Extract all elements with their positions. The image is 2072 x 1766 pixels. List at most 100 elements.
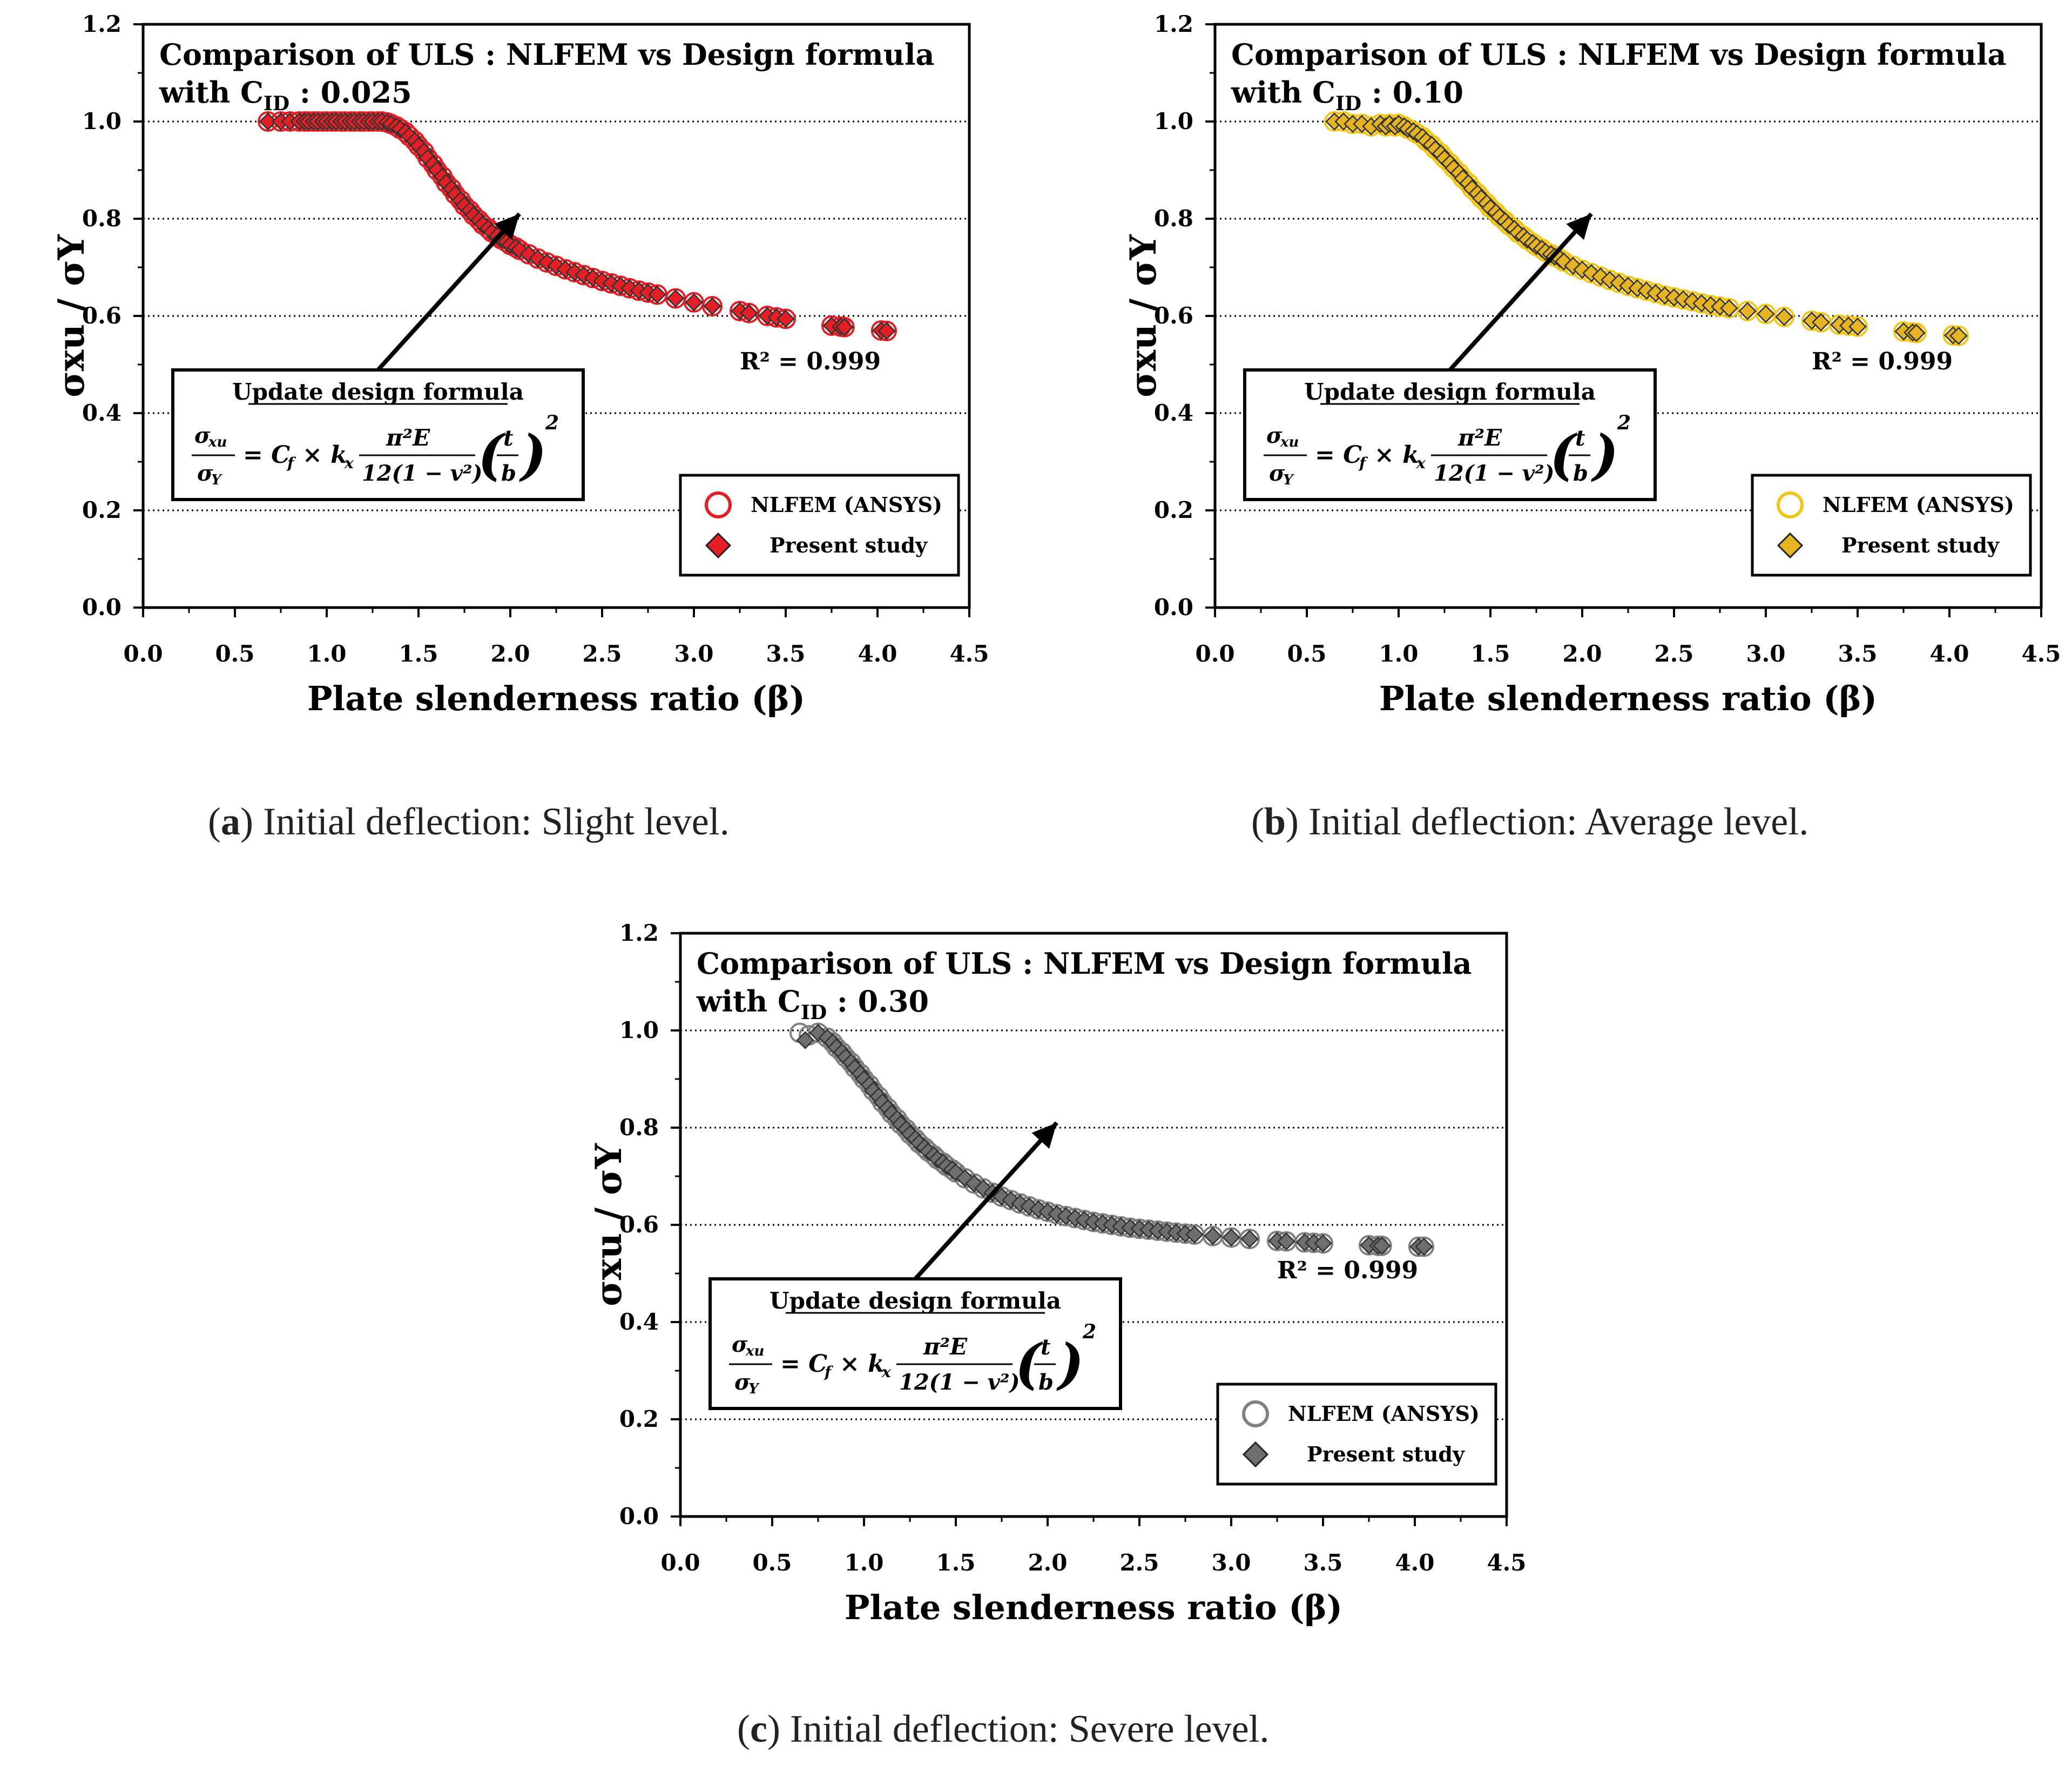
chart-title-line2: with CID : 0.30 bbox=[696, 984, 929, 1024]
formula-sub-xu: xu bbox=[208, 434, 227, 450]
formula-times-kx: × k bbox=[302, 441, 347, 469]
x-tick-label: 0.5 bbox=[215, 641, 254, 667]
present-study-point bbox=[1415, 1237, 1433, 1256]
x-tick-label: 4.0 bbox=[858, 641, 897, 667]
legend-marker-nlfem bbox=[1777, 491, 1804, 518]
x-tick-label: 2.5 bbox=[1654, 641, 1693, 667]
present-study-point bbox=[777, 309, 795, 328]
annotation-arrowhead bbox=[494, 214, 519, 240]
chart-panel-a: 0.0 0.2 0.4 0.6 0.8 1.0 1.2 0.0 0.5 1.0 1.5 2.0 2.5 3… bbox=[50, 11, 989, 718]
formula-title: Update design formula bbox=[232, 379, 524, 405]
formula-equals-cf: = C bbox=[1315, 441, 1362, 469]
present-study-point bbox=[740, 304, 758, 322]
formula-sigma-xu: σ bbox=[1266, 423, 1283, 448]
present-study-point bbox=[1277, 1232, 1295, 1251]
x-tick-label: 4.0 bbox=[1395, 1549, 1434, 1576]
legend-marker-present bbox=[1242, 1441, 1269, 1468]
formula-denominator: 12(1 − v²) bbox=[1434, 461, 1554, 486]
legend-marker-nlfem bbox=[705, 491, 732, 518]
x-tick-label: 1.5 bbox=[936, 1549, 975, 1576]
formula-title: Update design formula bbox=[1304, 379, 1596, 405]
formula-t: t bbox=[503, 426, 514, 451]
formula-numerator: π²E bbox=[1457, 424, 1502, 451]
present-study-point bbox=[878, 322, 896, 340]
x-tick-label: 3.0 bbox=[674, 641, 713, 667]
present-study-point bbox=[1775, 308, 1793, 326]
x-tick-label: 1.5 bbox=[399, 641, 438, 667]
present-study-point bbox=[1314, 1234, 1332, 1252]
x-tick-label: 2.0 bbox=[1562, 641, 1602, 667]
present-study-point bbox=[1204, 1226, 1222, 1245]
present-study-point bbox=[835, 318, 854, 336]
y-tick-label: 0.6 bbox=[1154, 302, 1193, 329]
nlfem-point bbox=[1774, 306, 1794, 327]
formula-exponent: 2 bbox=[1082, 1320, 1096, 1343]
present-study-point bbox=[1757, 305, 1775, 323]
x-tick-label: 0.0 bbox=[123, 641, 163, 667]
legend-marker-nlfem bbox=[1242, 1400, 1269, 1427]
y-axis-label: σxu / σY bbox=[588, 1143, 630, 1306]
y-axis-label: σxu / σY bbox=[1122, 234, 1164, 397]
formula-sub-y: Y bbox=[1283, 472, 1294, 488]
present-study-point bbox=[1907, 323, 1926, 342]
y-tick-label: 1.0 bbox=[619, 1017, 659, 1043]
legend-label-nlfem: NLFEM (ANSYS) bbox=[1823, 493, 2014, 517]
formula-sigma-xu: σ bbox=[732, 1332, 748, 1357]
x-tick-label: 4.5 bbox=[949, 641, 989, 667]
legend-label-present: Present study bbox=[1307, 1442, 1465, 1466]
legend-marker-present bbox=[705, 532, 732, 559]
chart-title-line2: with CID : 0.025 bbox=[159, 75, 412, 115]
formula-exponent: 2 bbox=[545, 412, 559, 434]
present-study-point bbox=[648, 285, 666, 304]
present-study-point bbox=[1848, 318, 1867, 336]
y-axis-label: σxu / σY bbox=[50, 234, 92, 397]
legend-label-present: Present study bbox=[1841, 533, 2000, 557]
present-study-point bbox=[259, 112, 277, 131]
legend-box bbox=[679, 474, 960, 577]
chart-title-line1: Comparison of ULS : NLFEM vs Design form… bbox=[159, 37, 934, 72]
formula-box bbox=[708, 1277, 1122, 1410]
y-tick-label: 0.2 bbox=[619, 1406, 659, 1432]
formula-t: t bbox=[1575, 426, 1585, 451]
formula-box bbox=[1243, 368, 1657, 501]
formula-exponent: 2 bbox=[1617, 412, 1631, 434]
x-tick-label: 1.0 bbox=[307, 641, 346, 667]
formula-sub-xu: xu bbox=[1280, 434, 1299, 450]
formula-times-kx: × k bbox=[840, 1350, 885, 1378]
caption-b: (b) Initial deflection: Average level. bbox=[1251, 800, 1809, 843]
formula-sigma-y: σ bbox=[1269, 461, 1285, 486]
formula-paren-close: ) bbox=[1591, 423, 1618, 487]
y-tick-label: 0.0 bbox=[1154, 594, 1193, 621]
y-tick-label: 1.2 bbox=[82, 11, 122, 37]
x-tick-label: 2.0 bbox=[490, 641, 530, 667]
formula-denominator: 12(1 − v²) bbox=[362, 461, 482, 486]
formula-sigma-y: σ bbox=[197, 461, 213, 486]
formula-sub-xu: xu bbox=[745, 1343, 764, 1359]
x-axis-label: Plate slenderness ratio (β) bbox=[1379, 679, 1877, 718]
x-tick-label: 1.0 bbox=[844, 1549, 883, 1576]
legend-label-nlfem: NLFEM (ANSYS) bbox=[1288, 1401, 1480, 1426]
legend-label-present: Present study bbox=[770, 533, 928, 557]
y-tick-label: 0.4 bbox=[1154, 400, 1193, 426]
x-tick-label: 3.5 bbox=[766, 641, 805, 667]
x-tick-label: 3.0 bbox=[1746, 641, 1785, 667]
present-study-point bbox=[685, 293, 703, 312]
formula-equals-cf: = C bbox=[243, 441, 290, 469]
formula-paren-close: ) bbox=[519, 423, 546, 487]
x-axis-label: Plate slenderness ratio (β) bbox=[845, 1588, 1342, 1627]
y-tick-label: 0.8 bbox=[1154, 205, 1193, 232]
formula-sub-x: x bbox=[344, 454, 354, 472]
y-tick-label: 1.2 bbox=[1154, 11, 1193, 37]
x-tick-label: 0.5 bbox=[752, 1549, 792, 1576]
annotation-arrow bbox=[1448, 212, 1593, 372]
annotation-arrow bbox=[376, 212, 521, 372]
formula-b: b bbox=[1038, 1370, 1054, 1395]
nlfem-point bbox=[702, 296, 723, 316]
y-tick-label: 1.2 bbox=[619, 920, 659, 946]
y-tick-label: 0.2 bbox=[1154, 497, 1193, 523]
formula-sub-x: x bbox=[1416, 454, 1426, 472]
y-tick-label: 0.2 bbox=[82, 497, 122, 523]
x-tick-label: 4.0 bbox=[1929, 641, 1969, 667]
